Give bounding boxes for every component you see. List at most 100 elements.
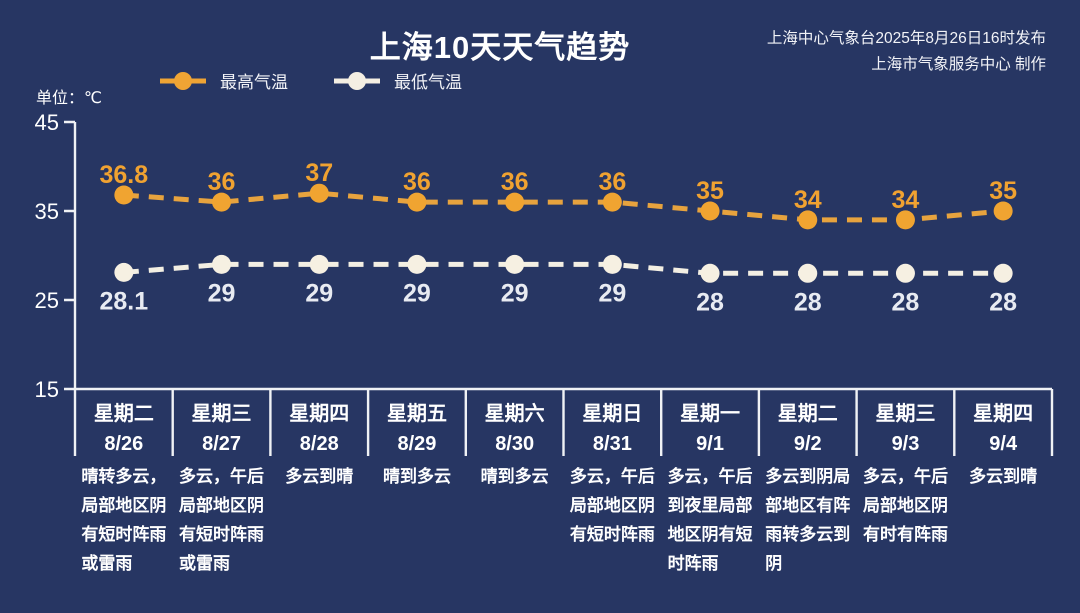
- high-temp-value-label: 36.8: [100, 161, 149, 189]
- low-temp-point: [798, 263, 818, 283]
- high-temp-point: [895, 210, 915, 230]
- weekday-label: 星期三: [191, 403, 252, 425]
- date-label: 9/1: [696, 433, 724, 455]
- weather-desc-text: 晴转多云， 局部地区阴 有短时阵雨 或雷雨: [81, 467, 167, 573]
- high-temp-value-label: 36: [403, 168, 431, 196]
- low-temp-point: [114, 262, 134, 282]
- date-label: 8/27: [202, 433, 242, 455]
- legend-marker-icon: [334, 71, 380, 90]
- legend-label: 最高气温: [220, 73, 288, 92]
- low-temp-point: [602, 254, 622, 274]
- date-label: 8/28: [299, 433, 339, 455]
- weather-desc-text: 多云，午后 局部地区阴 有短时阵雨 或雷雨: [179, 467, 265, 573]
- low-temp-point: [309, 254, 329, 274]
- low-temp-point: [895, 263, 915, 283]
- weather-desc-text: 多云，午后 局部地区阴 有短时阵雨: [569, 467, 655, 544]
- day-label: 星期三 9/3: [857, 399, 955, 459]
- low-temp-point: [505, 254, 525, 274]
- weather-desc: 多云到晴: [954, 462, 1052, 578]
- legend-marker-icon: [160, 71, 206, 90]
- weather-desc: 晴到多云: [368, 462, 466, 578]
- high-temp-point: [700, 201, 720, 221]
- y-axis-tick-label: 45: [35, 110, 59, 135]
- low-temp-line: [123, 261, 1004, 276]
- high-temp-value-label: 36: [598, 168, 626, 196]
- date-label: 8/26: [104, 433, 144, 455]
- high-temp-point: [212, 192, 232, 212]
- legend-item-low-temp: 最低气温: [332, 68, 462, 93]
- date-label: 8/30: [495, 433, 535, 455]
- legend-item-high-temp: 最高气温: [158, 68, 288, 93]
- day-label: 星期三 8/27: [173, 399, 271, 459]
- weather-desc: 多云，午后 局部地区阴 有短时阵雨 或雷雨: [173, 462, 271, 578]
- day-label: 星期六 8/30: [466, 399, 564, 459]
- day-label-row: 星期二 8/26 星期三 8/27 星期四 8/28 星期五 8/29 星期六 8/30 星期日 8/…: [75, 399, 1052, 459]
- weekday-label: 星期四: [289, 403, 350, 425]
- weather-desc: 多云到阴局 部地区有阵 雨转多云到 阴: [759, 462, 857, 578]
- date-label: 8/29: [397, 433, 437, 455]
- weather-desc-text: 多云到阴局 部地区有阵 雨转多云到 阴: [765, 467, 851, 573]
- high-temp-value-label: 34: [794, 186, 822, 214]
- day-label: 星期四 8/28: [270, 399, 368, 459]
- publish-line-1: 上海中心气象台2025年8月26日16时发布: [766, 30, 1046, 47]
- date-label: 9/3: [891, 433, 920, 455]
- weather-desc: 多云到晴: [270, 462, 368, 578]
- y-axis-tick-label: 35: [35, 199, 59, 224]
- weather-desc-text: 多云，午后 到夜里局部 地区阴有短 时阵雨: [667, 467, 753, 573]
- day-label: 星期二 9/2: [759, 399, 857, 459]
- weather-desc: 多云，午后 局部地区阴 有时有阵雨: [857, 462, 955, 578]
- low-temp-value-label: 28: [989, 288, 1017, 316]
- legend: 最高气温 最低气温: [158, 68, 462, 93]
- high-temp-point: [602, 192, 622, 212]
- weather-desc: 晴转多云， 局部地区阴 有短时阵雨 或雷雨: [75, 462, 173, 578]
- low-temp-value-label: 29: [208, 279, 236, 307]
- low-temp-value-label: 28: [696, 288, 724, 316]
- publish-info: 上海中心气象台2025年8月26日16时发布 上海市气象服务中心 制作: [767, 26, 1046, 78]
- low-temp-value-label: 29: [598, 279, 626, 307]
- low-temp-value-label: 28: [794, 288, 822, 316]
- high-temp-point: [798, 210, 818, 230]
- low-temp-point: [212, 254, 232, 274]
- high-temp-point: [505, 192, 525, 212]
- high-temp-line: [123, 190, 1004, 223]
- day-label: 星期四 9/4: [954, 399, 1052, 459]
- weekday-label: 星期一: [680, 403, 741, 425]
- day-label: 星期二 8/26: [75, 399, 173, 459]
- low-temp-value-label: 29: [305, 279, 333, 307]
- weather-desc-text: 多云，午后 局部地区阴 有时有阵雨: [862, 467, 948, 544]
- weather-desc-text: 多云到晴: [285, 467, 354, 486]
- high-temp-point: [993, 201, 1013, 221]
- unit-label: 单位：℃: [36, 90, 102, 107]
- weekday-label: 星期三: [875, 403, 936, 425]
- high-temp-value-label: 35: [989, 177, 1017, 205]
- legend-label: 最低气温: [394, 73, 462, 92]
- weather-desc: 多云，午后 局部地区阴 有短时阵雨: [564, 462, 662, 578]
- low-temp-value-label: 28.1: [100, 287, 149, 315]
- chart-axes: [64, 120, 1054, 456]
- page-title: 上海10天天气趋势: [369, 30, 631, 65]
- weekday-label: 星期二: [93, 403, 154, 425]
- low-temp-point: [407, 254, 427, 274]
- weather-desc: 多云，午后 到夜里局部 地区阴有短 时阵雨: [661, 462, 759, 578]
- day-label: 星期一 9/1: [661, 399, 759, 459]
- low-temp-value-label: 28: [892, 288, 920, 316]
- high-temp-value-label: 35: [696, 177, 724, 205]
- weekday-label: 星期四: [973, 403, 1034, 425]
- date-label: 9/2: [793, 433, 822, 455]
- high-temp-value-label: 36: [208, 168, 236, 196]
- high-temp-value-label: 36: [501, 168, 529, 196]
- day-label: 星期日 8/31: [564, 399, 662, 459]
- low-temp-value-label: 29: [403, 279, 431, 307]
- low-temp-value-label: 29: [501, 279, 529, 307]
- weekday-label: 星期二: [777, 403, 838, 425]
- low-temp-point: [700, 263, 720, 283]
- high-temp-point: [114, 185, 134, 205]
- low-temp-point: [993, 263, 1013, 283]
- high-temp-value-label: 34: [892, 186, 920, 214]
- y-axis-tick-label: 25: [35, 288, 59, 313]
- weekday-label: 星期日: [582, 403, 643, 425]
- weather-desc: 晴到多云: [466, 462, 564, 578]
- publish-line-2: 上海市气象服务中心 制作: [871, 56, 1046, 73]
- y-axis-tick-label: 15: [35, 377, 59, 402]
